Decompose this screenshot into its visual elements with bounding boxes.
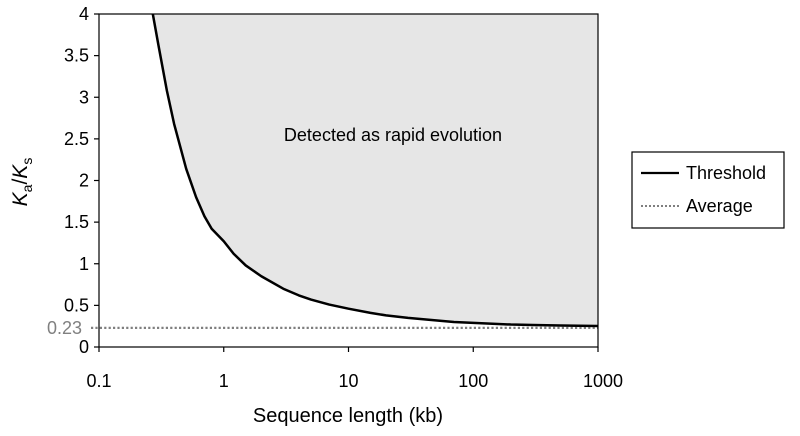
- threshold-line: [151, 13, 599, 328]
- x-tick-label: 1000: [583, 371, 623, 391]
- x-tick-label: 0.1: [86, 371, 111, 391]
- y-tick-label: 2: [79, 171, 89, 191]
- plot-area: [91, 13, 599, 329]
- legend-threshold-label: Threshold: [686, 163, 766, 183]
- legend-box: [631, 151, 785, 229]
- y-tick-label: 2.5: [64, 129, 89, 149]
- y-axis-label: Ka/Ks: [9, 158, 35, 207]
- x-tick-label: 100: [458, 371, 488, 391]
- y-tick-label: 0: [79, 337, 89, 357]
- x-tick-label: 1: [219, 371, 229, 391]
- x-axis-label: Sequence length (kb): [253, 405, 443, 427]
- x-tick-label: 10: [338, 371, 358, 391]
- y-tick-label: 3.5: [64, 46, 89, 66]
- axes: 0 0.5 1 1.5 2 2.5 3 3.5 4 0.1 1 10 100 1000: [64, 4, 623, 391]
- rapid-evolution-annotation: Detected as rapid evolution: [284, 125, 502, 145]
- rapid-evolution-region: [152, 14, 598, 326]
- y-tick-label: 4: [79, 4, 89, 24]
- y-tick-label: 0.5: [64, 295, 89, 315]
- y-tick-label: 1.5: [64, 212, 89, 232]
- legend-average-label: Average: [686, 196, 753, 216]
- y-tick-label: 1: [79, 254, 89, 274]
- y-tick-label: 3: [79, 87, 89, 107]
- average-value-label: 0.23: [47, 318, 82, 338]
- legend: Threshold Average: [631, 151, 785, 229]
